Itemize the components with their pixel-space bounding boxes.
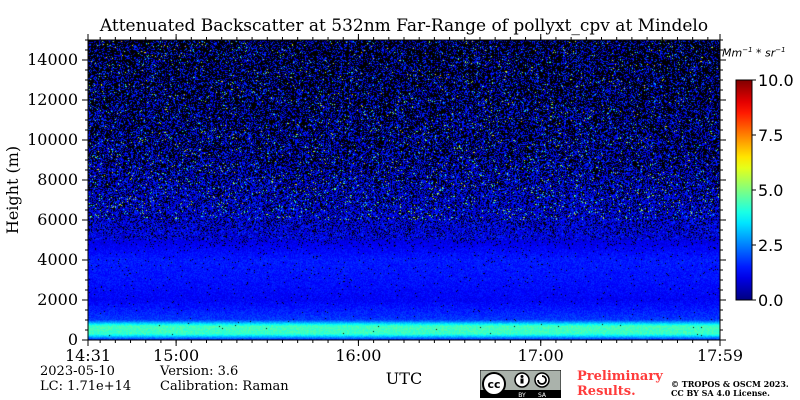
y-tick-label-1: 2000 bbox=[37, 290, 78, 309]
y-tick-label-5: 10000 bbox=[27, 130, 78, 149]
info-date: 2023-05-10 bbox=[40, 364, 115, 379]
colorbar-unit-label: Mm−1 * sr−1 bbox=[722, 46, 786, 60]
y-tick-label-6: 12000 bbox=[27, 90, 78, 109]
colorbar-gradient bbox=[735, 79, 753, 301]
cc-sa-text: SA bbox=[538, 392, 547, 398]
unit-exp1: −1 bbox=[742, 46, 753, 54]
chart-title: Attenuated Backscatter at 532nm Far-Rang… bbox=[99, 16, 709, 36]
cc-by-text: BY bbox=[518, 392, 526, 398]
plot-area: 0 2000 4000 6000 8000 10000 12000 14000 14:31 15:… bbox=[3, 34, 743, 388]
y-tick-label-0: 0 bbox=[68, 330, 78, 349]
info-lc: LC: 1.71e+14 bbox=[40, 379, 132, 394]
y-axis-label: Height (m) bbox=[3, 146, 22, 234]
x-tick-label-4: 17:59 bbox=[697, 346, 743, 365]
colorbar-tick-label-1: 2.5 bbox=[758, 236, 783, 255]
heatmap-image bbox=[88, 40, 720, 340]
colorbar-tick-label-0: 0.0 bbox=[758, 291, 783, 310]
info-version: Version: 3.6 bbox=[160, 364, 239, 379]
colorbar: 0.0 2.5 5.0 7.5 10.0 bbox=[735, 71, 794, 310]
cc-license-logo: cc BY SA bbox=[480, 370, 561, 398]
colorbar-tick-label-2: 5.0 bbox=[758, 181, 783, 200]
unit-mid: * sr bbox=[752, 46, 776, 60]
y-tick-label-2: 4000 bbox=[37, 250, 78, 269]
x-tick-label-3: 17:00 bbox=[518, 346, 564, 365]
preliminary-line-2: Results. bbox=[577, 384, 636, 399]
y-tick-label-4: 8000 bbox=[37, 170, 78, 189]
unit-exp2: −1 bbox=[775, 46, 786, 54]
cc-text: cc bbox=[487, 378, 500, 391]
preliminary-line-1: Preliminary bbox=[577, 369, 663, 384]
x-axis-label: UTC bbox=[386, 369, 422, 388]
unit-base: Mm bbox=[722, 46, 743, 60]
y-tick-label-3: 6000 bbox=[37, 210, 78, 229]
copyright-line-2: CC BY SA 4.0 License. bbox=[671, 388, 770, 398]
preliminary-note: Preliminary Results. bbox=[577, 369, 663, 399]
x-tick-label-2: 16:00 bbox=[335, 346, 381, 365]
y-tick-label-7: 14000 bbox=[27, 50, 78, 69]
copyright-line-1: © TROPOS & OSCM 2023. bbox=[671, 379, 789, 389]
colorbar-tick-label-4: 10.0 bbox=[758, 71, 794, 90]
copyright-note: © TROPOS & OSCM 2023. CC BY SA 4.0 Licen… bbox=[671, 380, 789, 398]
info-calibration: Calibration: Raman bbox=[160, 379, 289, 394]
x-tick-label-0: 14:31 bbox=[65, 346, 111, 365]
x-tick-label-1: 15:00 bbox=[153, 346, 199, 365]
colorbar-tick-label-3: 7.5 bbox=[758, 126, 783, 145]
